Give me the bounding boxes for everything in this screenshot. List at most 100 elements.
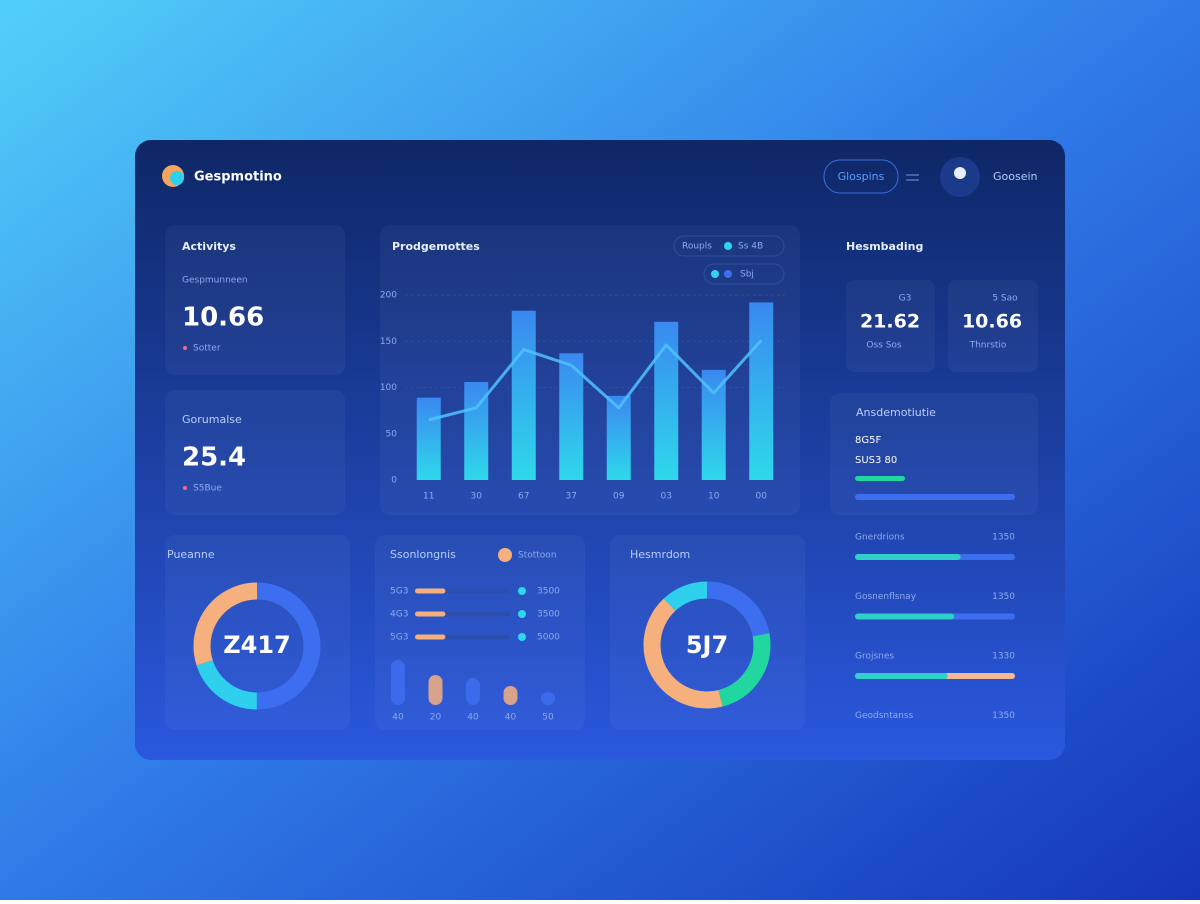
legend-dot [724, 242, 732, 250]
progress-label: Geodsntanss [855, 711, 914, 721]
menu-icon[interactable] [906, 174, 919, 181]
y-tick-label: 0 [391, 476, 397, 486]
row-dot [518, 610, 526, 618]
x-tick-label: 09 [613, 492, 625, 502]
stat-note: Sotter [193, 344, 221, 354]
donut-center: 5J7 [686, 631, 728, 659]
dot [183, 346, 187, 350]
user-name[interactable]: Goosein [993, 170, 1038, 183]
stat-label: Gorumalse [182, 413, 242, 426]
progress-value: 1350 [992, 711, 1015, 721]
stat-value: 25.4 [182, 443, 246, 473]
progress-value: 1350 [992, 592, 1015, 602]
button-label[interactable]: Glospins [838, 170, 885, 183]
x-tick-label: 67 [518, 492, 529, 502]
x-tick-label: 00 [756, 492, 768, 502]
donut-segment [643, 581, 771, 709]
y-tick-label: 100 [380, 383, 397, 393]
mini-bar [466, 678, 480, 705]
progress-label: Grojsnes [855, 652, 894, 662]
row-label: 5G3 [390, 587, 408, 597]
legend-dot [498, 548, 512, 562]
x-tick-label: 11 [423, 492, 434, 502]
panel [135, 140, 1065, 760]
x-tick-label: 30 [471, 492, 483, 502]
row-label: 4G3 [390, 610, 408, 620]
donut-segment [643, 581, 771, 709]
legend-dot [724, 270, 732, 278]
progress-value: 1330 [992, 652, 1015, 662]
bar [416, 397, 441, 480]
progress-bar [855, 673, 948, 679]
mini-label: 40 [467, 713, 479, 723]
donut-segment [643, 581, 771, 709]
bar [606, 395, 631, 480]
activity-row: SUS3 80 [855, 455, 897, 466]
card-title: Ssonlongnis [390, 548, 456, 561]
legend-item: Ss 4B [738, 242, 763, 252]
donut-center: Z417 [223, 631, 291, 659]
progress-value: 1350 [992, 533, 1015, 543]
logo-inner [170, 171, 184, 185]
row-bar [415, 588, 446, 594]
row-value: 3500 [537, 610, 560, 620]
row-value: 5000 [537, 633, 560, 643]
stat-sub: Gespmunneen [182, 276, 248, 286]
legend-item: Stottoon [518, 551, 557, 561]
legend-item: Sbj [740, 270, 754, 280]
card-value: 10.66 [962, 311, 1022, 333]
x-tick-label: 03 [661, 492, 672, 502]
donut-segment [193, 582, 321, 710]
row-bar [415, 611, 446, 617]
card-title: Hesmrdom [630, 548, 690, 561]
button[interactable] [823, 159, 899, 194]
row-value: 3500 [537, 587, 560, 597]
card-note: Oss Sos [866, 341, 902, 351]
legend-item: Roupls [682, 242, 712, 252]
card-title: Pueanne [167, 548, 215, 561]
legend-dot [711, 270, 719, 278]
progress-bar [855, 494, 1015, 500]
bar [701, 369, 726, 480]
chart-title: Prodgemottes [392, 240, 480, 253]
card-value: 21.62 [860, 311, 920, 333]
row-dot [518, 587, 526, 595]
legend-pill[interactable] [673, 235, 785, 257]
progress-bar [855, 613, 955, 620]
bar [654, 321, 679, 480]
legend-pill[interactable] [703, 263, 785, 285]
mini-bar [391, 660, 405, 705]
progress-bar [855, 554, 961, 560]
section-title: Hesmbading [846, 240, 923, 253]
stat-note: S5Bue [193, 484, 222, 494]
brand: Gespmotino [194, 170, 282, 185]
mini-bar [541, 692, 555, 705]
card-note: Thnrstio [969, 341, 1007, 351]
card-title: Ansdemotiutie [856, 406, 936, 419]
bar [511, 310, 536, 480]
x-tick-label: 10 [708, 492, 720, 502]
avatar-head [954, 167, 966, 179]
mini-label: 40 [392, 713, 404, 723]
row-dot [518, 633, 526, 641]
x-tick-label: 37 [566, 492, 577, 502]
progress-label: Gnerdrions [855, 533, 905, 543]
y-tick-label: 200 [380, 291, 397, 301]
card-tag: G3 [899, 294, 912, 304]
cards [165, 225, 1038, 730]
mini-label: 40 [505, 713, 517, 723]
mini-bar [503, 686, 518, 705]
row-label: 5G3 [390, 633, 408, 643]
bar [749, 302, 774, 480]
stat-value: 10.66 [182, 303, 264, 333]
line [428, 339, 763, 422]
progress-label: Gosnenflsnay [855, 592, 917, 602]
row-bar [415, 634, 446, 640]
y-tick-label: 150 [380, 337, 397, 347]
stat-label: Activitys [182, 240, 236, 253]
card-tag: 5 Sao [992, 294, 1018, 304]
mini-bar [428, 675, 443, 705]
y-tick-label: 50 [386, 429, 398, 439]
activity-chip [855, 476, 905, 481]
